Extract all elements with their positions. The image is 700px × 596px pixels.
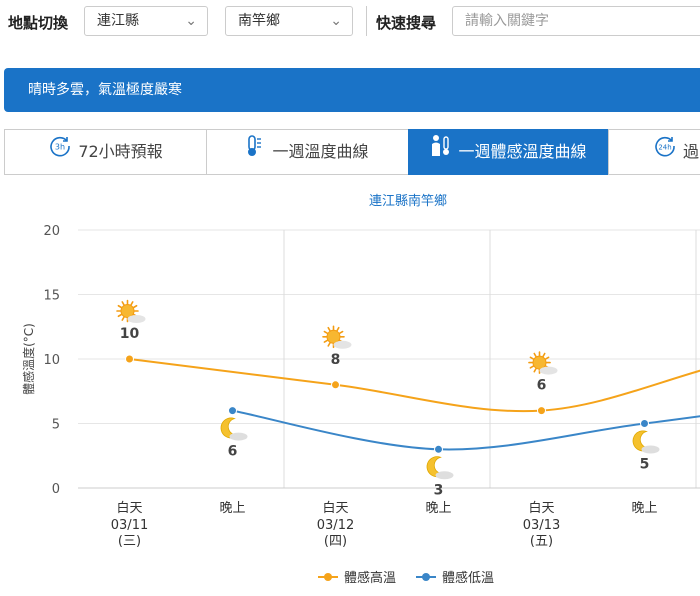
weather-summary-text: 晴時多雲，氣溫極度嚴寒 bbox=[28, 82, 182, 98]
person-thermometer-icon bbox=[430, 131, 452, 175]
cloud-shape bbox=[436, 471, 454, 479]
legend-marker bbox=[324, 573, 332, 581]
chevron-down-icon: ⌄ bbox=[185, 7, 197, 35]
moon-cloud-icon bbox=[221, 418, 247, 441]
cloud-shape bbox=[540, 367, 558, 375]
x-tick-period: 晚上 bbox=[425, 501, 451, 516]
y-tick-label: 10 bbox=[43, 353, 60, 368]
x-tick-date: 03/11 bbox=[111, 518, 148, 533]
high-temp-label: 10 bbox=[120, 326, 140, 342]
county-value: 連江縣 bbox=[97, 13, 139, 29]
chart-svg: 連江縣南竿鄉 0 5 10 15 20 體感溫度(°C) 白天 03/11(三) 晚上 白天 03/1… bbox=[0, 185, 700, 592]
weather-summary-banner: 晴時多雲，氣溫極度嚴寒 bbox=[4, 68, 700, 112]
low-temp-label: 5 bbox=[640, 457, 650, 473]
high-temp-line bbox=[130, 327, 700, 411]
tab-label: 一週體感溫度曲線 bbox=[458, 142, 586, 161]
24h-clock-icon: 24h bbox=[653, 131, 677, 175]
x-tick-weekday: (四) bbox=[324, 534, 347, 549]
sun-ray bbox=[534, 354, 536, 357]
cloud-shape bbox=[334, 341, 352, 349]
x-tick-weekday: (五) bbox=[530, 534, 553, 549]
sun-ray bbox=[324, 340, 327, 342]
high-temp-point bbox=[538, 407, 546, 415]
low-temp-point bbox=[641, 420, 649, 428]
sun-ray bbox=[328, 328, 330, 331]
chevron-down-icon: ⌄ bbox=[330, 7, 342, 35]
sun-ray bbox=[118, 306, 121, 308]
x-tick-date: 03/13 bbox=[523, 518, 560, 533]
sun-ray bbox=[122, 317, 124, 320]
low-temp-label: 3 bbox=[434, 482, 444, 498]
location-label: 地點切換 bbox=[8, 12, 68, 33]
legend-marker bbox=[422, 573, 430, 581]
svg-text:3h: 3h bbox=[55, 142, 65, 151]
sun-ray bbox=[340, 332, 343, 334]
tab-weekly-feels-like[interactable]: 一週體感溫度曲線 bbox=[408, 129, 609, 175]
tab-label: 72小時預報 bbox=[78, 142, 162, 161]
tab-label: 過 bbox=[683, 142, 699, 161]
tab-weekly-temperature[interactable]: 一週溫度曲線 bbox=[206, 129, 409, 175]
sun-ray bbox=[337, 328, 339, 331]
x-tick-period: 白天 bbox=[322, 500, 348, 516]
3h-clock-icon: 3h bbox=[48, 131, 72, 175]
divider bbox=[366, 6, 367, 36]
sun-ray bbox=[328, 343, 330, 346]
feels-like-temperature-chart: 連江縣南竿鄉 0 5 10 15 20 體感溫度(°C) 白天 03/11(三) 晚上 白天 03/1… bbox=[0, 185, 700, 592]
sun-ray bbox=[530, 366, 533, 368]
sun-ray bbox=[122, 302, 124, 305]
y-tick-label: 5 bbox=[52, 418, 60, 433]
chart-title: 連江縣南竿鄉 bbox=[369, 193, 447, 209]
county-select[interactable]: 連江縣 ⌄ bbox=[84, 6, 208, 36]
sun-ray bbox=[118, 315, 121, 317]
sun-cloud-icon bbox=[529, 352, 558, 375]
tab-bar: 3h 72小時預報 一週溫度曲線 一週體感溫度曲線 24h 過 bbox=[4, 129, 700, 175]
location-toolbar: 地點切換 連江縣 ⌄ 南竿鄉 ⌄ 快速搜尋 bbox=[0, 0, 700, 44]
tab-past-24h[interactable]: 24h 過 bbox=[608, 129, 700, 175]
legend-low: 體感低溫 bbox=[442, 570, 494, 586]
sun-ray bbox=[324, 332, 327, 334]
moon-cloud-icon bbox=[633, 431, 659, 454]
high-temp-point bbox=[126, 355, 134, 363]
high-temp-label: 6 bbox=[537, 378, 547, 394]
low-temp-point bbox=[435, 445, 443, 453]
thermometer-icon bbox=[246, 131, 266, 175]
tab-72-hour-forecast[interactable]: 3h 72小時預報 bbox=[4, 129, 207, 175]
sun-ray bbox=[131, 302, 133, 305]
x-tick-weekday: (三) bbox=[118, 534, 141, 549]
high-temp-point bbox=[332, 381, 340, 389]
x-tick-period: 白天 bbox=[116, 500, 142, 516]
sun-cloud-icon bbox=[117, 301, 146, 324]
low-temp-line bbox=[233, 385, 700, 450]
y-tick-label: 0 bbox=[52, 482, 60, 497]
cloud-shape bbox=[128, 315, 146, 323]
township-value: 南竿鄉 bbox=[238, 13, 280, 29]
svg-text:24h: 24h bbox=[658, 143, 671, 151]
moon-cloud-icon bbox=[427, 457, 453, 480]
sun-ray bbox=[543, 354, 545, 357]
tab-label: 一週溫度曲線 bbox=[272, 142, 368, 161]
cloud-shape bbox=[642, 446, 660, 454]
legend-high: 體感高溫 bbox=[344, 570, 396, 586]
y-tick-label: 15 bbox=[43, 289, 60, 304]
cloud-shape bbox=[230, 433, 248, 441]
sun-ray bbox=[534, 369, 536, 372]
x-tick-period: 晚上 bbox=[219, 501, 245, 516]
sun-cloud-icon bbox=[323, 326, 352, 349]
x-tick-date: 03/12 bbox=[317, 518, 354, 533]
x-tick-period: 晚上 bbox=[631, 501, 657, 516]
township-select[interactable]: 南竿鄉 ⌄ bbox=[225, 6, 353, 36]
low-temp-point bbox=[229, 407, 237, 415]
x-tick-period: 白天 bbox=[528, 500, 554, 516]
search-input[interactable] bbox=[452, 6, 700, 36]
low-temp-label: 6 bbox=[228, 444, 238, 460]
search-label: 快速搜尋 bbox=[376, 12, 436, 33]
sun-ray bbox=[134, 306, 137, 308]
y-tick-label: 20 bbox=[43, 224, 60, 239]
y-axis-label: 體感溫度(°C) bbox=[21, 323, 36, 395]
high-temp-label: 8 bbox=[331, 352, 341, 368]
